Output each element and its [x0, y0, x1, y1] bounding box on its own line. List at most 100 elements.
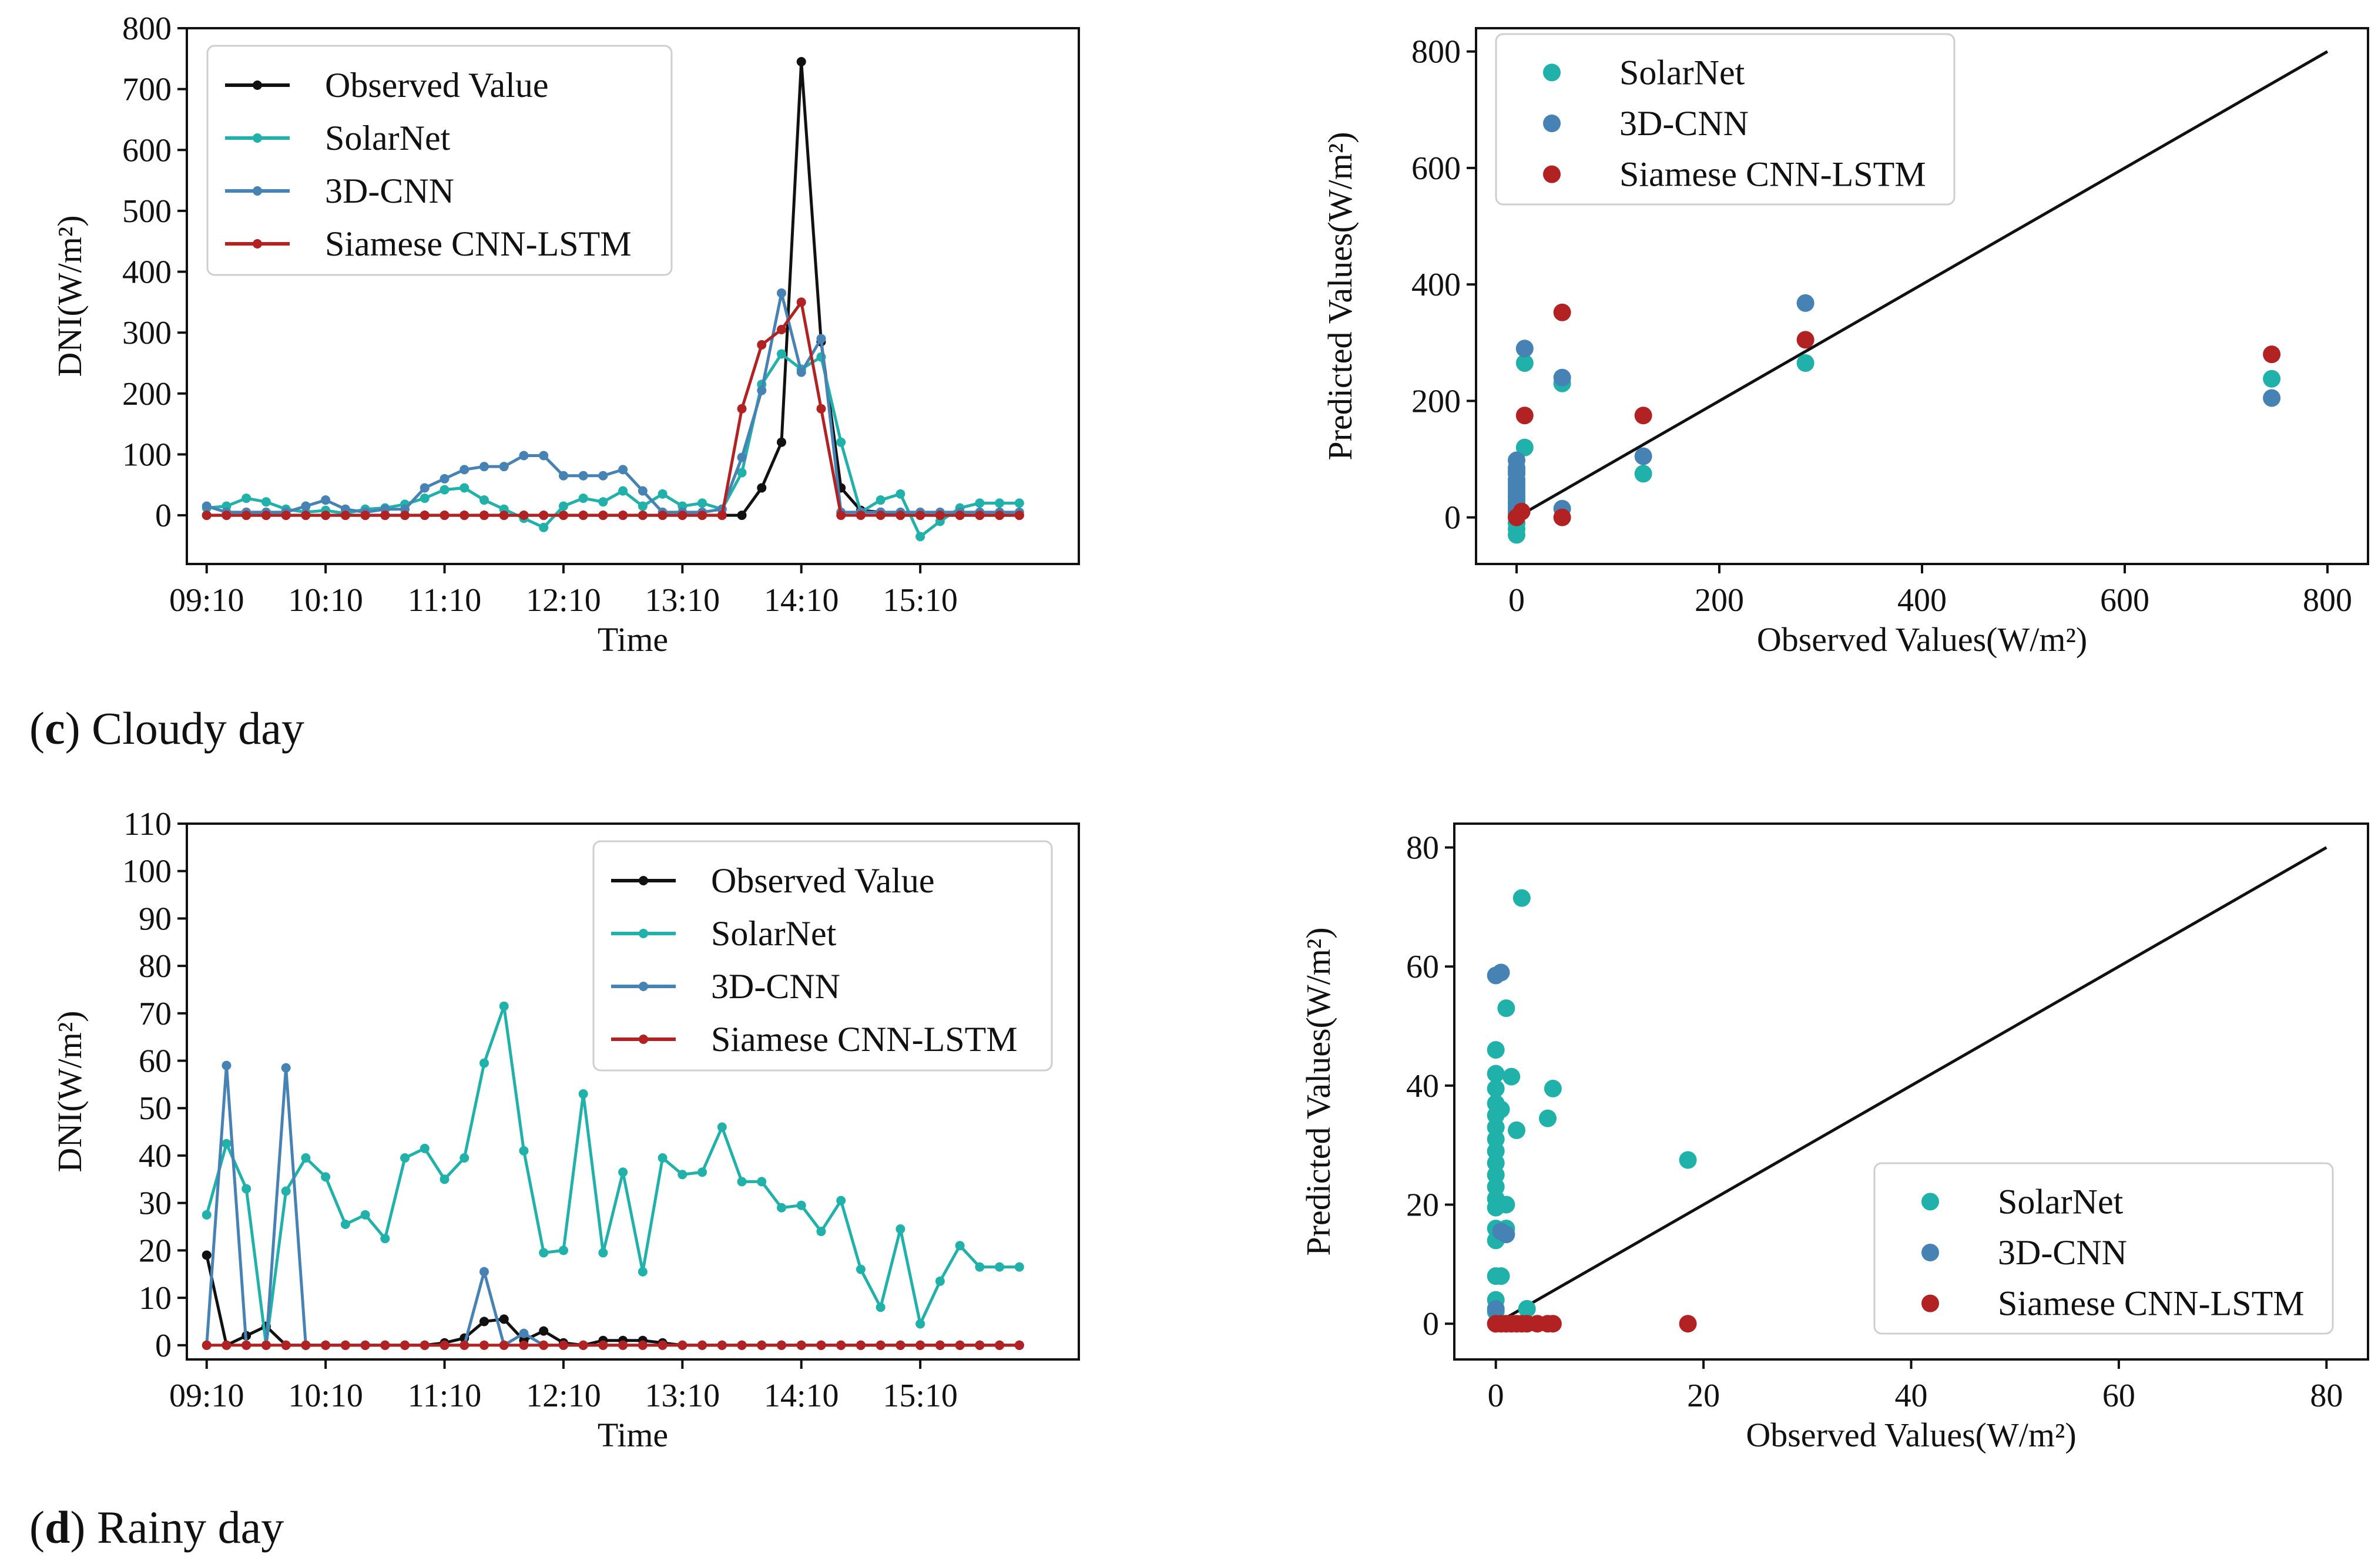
y-tick-label: 400: [1411, 267, 1461, 303]
data-point-solarnet: [777, 349, 786, 359]
data-point-siamese: [222, 511, 232, 521]
legend-box: [1495, 33, 1956, 206]
data-point-siamese: [777, 1340, 786, 1350]
data-point-siamese: [301, 511, 311, 521]
data-point-siamese: [935, 511, 945, 521]
legend: SolarNet 3D-CNN Siamese CNN-LSTM: [1495, 33, 1956, 206]
data-point-solarnet: [1014, 1262, 1024, 1272]
scatter-point-solarnet: [2263, 370, 2281, 388]
data-point-siamese: [796, 1340, 806, 1350]
scatter-point-siamese: [1553, 303, 1571, 321]
data-point-solarnet: [499, 1001, 509, 1011]
data-point-siamese: [539, 511, 549, 521]
legend-swatch-marker-solarnet: [1543, 63, 1561, 82]
legend-label-observed: Observed Value: [325, 66, 548, 105]
plot-frame: [186, 822, 1080, 1361]
data-point-solarnet: [578, 493, 588, 503]
scatter-point-cnn3d: [1515, 340, 1534, 358]
data-point-cnn3d: [618, 465, 628, 475]
y-tick-label: 700: [122, 72, 172, 108]
series-line-solarnet: [205, 1005, 1019, 1346]
data-point-siamese: [578, 511, 588, 521]
data-point-cnn3d: [757, 385, 767, 395]
data-point-siamese: [895, 511, 905, 521]
caption-d-letter: d: [44, 1502, 71, 1553]
data-point-solarnet: [578, 1089, 588, 1099]
data-point-solarnet: [955, 1241, 965, 1251]
legend-swatch-marker-cnn3d: [1543, 115, 1561, 132]
legend-box: [592, 840, 1053, 1072]
y-tick-label: 0: [1444, 500, 1461, 536]
scatter-point-solarnet: [1796, 354, 1814, 372]
data-point-siamese: [638, 511, 648, 521]
x-tick-label: 0: [1488, 1378, 1504, 1414]
x-tick-label: 10:10: [288, 582, 363, 619]
data-point-solarnet: [558, 1245, 568, 1255]
scatter-point-solarnet: [1679, 1151, 1697, 1169]
legend-swatch-marker-solarnet: [639, 929, 648, 938]
scatter-point-cnn3d: [1553, 368, 1571, 387]
data-point-siamese: [975, 511, 985, 521]
legend: Observed Value SolarNet 3D-CNN Siamese CNN-…: [206, 45, 673, 276]
data-point-siamese: [836, 1340, 846, 1350]
scatter-point-solarnet: [1634, 465, 1652, 483]
y-tick-label: 100: [122, 437, 172, 473]
data-point-siamese: [242, 511, 251, 521]
y-tick-label: 60: [139, 1043, 172, 1080]
scatter-point-cnn3d: [1796, 294, 1814, 312]
data-point-solarnet: [420, 493, 430, 503]
data-point-siamese: [499, 511, 509, 521]
series-line-cnn3d: [205, 1065, 1019, 1348]
legend-swatch-marker-siamese: [253, 239, 262, 249]
data-point-siamese: [876, 511, 886, 521]
data-point-siamese: [757, 1340, 767, 1350]
y-axis-label: Predicted Values(W/m²): [1321, 132, 1359, 460]
data-point-siamese: [598, 1340, 608, 1350]
scatter-point-cnn3d: [1497, 1225, 1515, 1244]
data-point-siamese: [519, 511, 529, 521]
y-axis-label: DNI(W/m²): [51, 215, 89, 377]
data-point-solarnet: [321, 1172, 331, 1182]
legend-label-siamese: Siamese CNN-LSTM: [325, 224, 632, 263]
data-point-siamese: [202, 511, 212, 521]
x-tick-label: 20: [1687, 1378, 1720, 1414]
data-point-siamese: [677, 511, 687, 521]
data-point-cnn3d: [777, 288, 786, 298]
data-point-siamese: [955, 511, 965, 521]
data-point-solarnet: [558, 501, 568, 511]
series-line-observed: [205, 1254, 1019, 1348]
data-point-siamese: [261, 1340, 271, 1350]
scatter-point-solarnet: [1497, 999, 1515, 1018]
data-point-siamese: [895, 1340, 905, 1350]
y-tick-label: 300: [122, 315, 172, 351]
plot-area: [202, 1001, 1024, 1350]
data-point-siamese: [321, 511, 331, 521]
y-tick-label: 0: [155, 498, 172, 534]
x-axis-label: Time: [598, 620, 668, 659]
scatter-point-siamese: [1515, 407, 1534, 425]
legend-label-solarnet: SolarNet: [711, 914, 837, 953]
data-point-siamese: [737, 404, 747, 414]
plot-area: [1487, 846, 2327, 1333]
data-point-solarnet: [539, 1248, 549, 1258]
data-point-solarnet: [836, 437, 846, 447]
data-point-cnn3d: [737, 452, 747, 462]
data-point-siamese: [995, 511, 1005, 521]
data-point-cnn3d: [321, 495, 331, 505]
x-tick-label: 12:10: [526, 582, 601, 619]
x-tick-label: 0: [1508, 582, 1525, 619]
x-tick-label: 13:10: [645, 582, 720, 619]
x-tick-label: 80: [2310, 1378, 2343, 1414]
y-axis-label: Predicted Values(W/m²): [1299, 927, 1337, 1255]
x-tick-label: 14:10: [764, 1378, 839, 1414]
data-point-cnn3d: [796, 367, 806, 377]
data-point-siamese: [658, 511, 668, 521]
scatter-point-siamese: [1512, 502, 1531, 521]
data-point-siamese: [598, 511, 608, 521]
y-tick-label: 400: [122, 254, 172, 291]
y-tick-label: 0: [155, 1328, 172, 1364]
legend-swatch-marker-solarnet: [253, 133, 262, 143]
data-point-siamese: [202, 1340, 212, 1350]
scatter-point-solarnet: [1502, 1067, 1521, 1086]
data-point-solarnet: [242, 1184, 251, 1194]
